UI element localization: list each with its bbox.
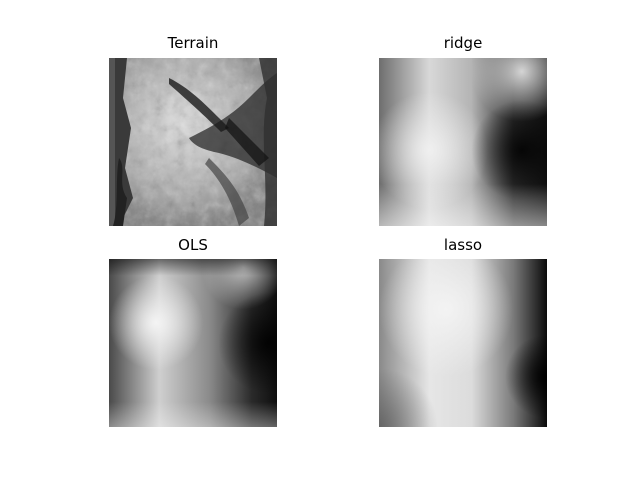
panel-title-terrain: Terrain xyxy=(167,34,219,52)
ols-image xyxy=(109,259,277,427)
ridge-image xyxy=(379,58,547,226)
ridge-heatmap xyxy=(379,58,547,226)
terrain-image xyxy=(109,58,277,226)
panel-title-ols: OLS xyxy=(178,236,208,254)
lasso-image xyxy=(379,259,547,427)
ols-heatmap xyxy=(109,259,277,427)
lasso-heatmap xyxy=(379,259,547,427)
terrain-heatmap xyxy=(109,58,277,226)
panel-title-lasso: lasso xyxy=(443,236,483,254)
panel-title-ridge: ridge xyxy=(443,34,483,52)
